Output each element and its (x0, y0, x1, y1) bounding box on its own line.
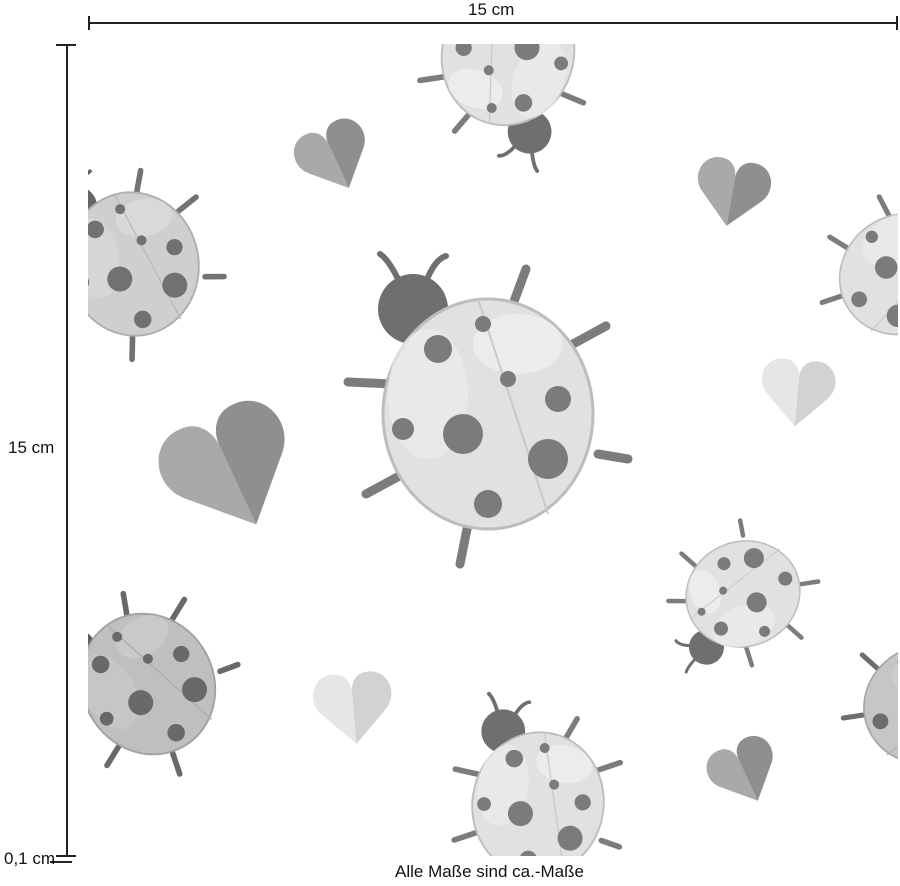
width-dimension-tick-right (896, 16, 898, 30)
ladybug-icon (88, 150, 235, 371)
height-dimension-line (66, 44, 68, 856)
ladybug-icon (392, 44, 623, 178)
width-dimension-tick-left (88, 16, 90, 30)
heart-icon (146, 389, 316, 553)
ladybug-icon (644, 503, 838, 688)
ladybug-icon (791, 161, 898, 385)
pattern-tile (88, 44, 898, 856)
heart-icon (690, 153, 775, 233)
heart-icon (287, 111, 383, 204)
heart-icon (700, 729, 789, 816)
ladybug-icon (348, 254, 628, 564)
depth-dimension-tick (50, 861, 72, 863)
width-label: 15 cm (468, 0, 515, 19)
heart-icon (758, 356, 838, 430)
height-label: 15 cm (8, 438, 55, 457)
depth-label: 0,1 cm (4, 849, 56, 868)
width-dimension-line (88, 22, 898, 24)
ladybug-icon (436, 690, 642, 856)
ladybug-icon (88, 554, 271, 809)
measurement-caption: Alle Maße sind ca.-Maße (395, 862, 584, 881)
heart-icon (311, 669, 396, 748)
height-dimension-tick-top (56, 44, 76, 46)
ladybug-icon (822, 599, 898, 807)
height-dimension-tick-bottom (56, 855, 76, 857)
